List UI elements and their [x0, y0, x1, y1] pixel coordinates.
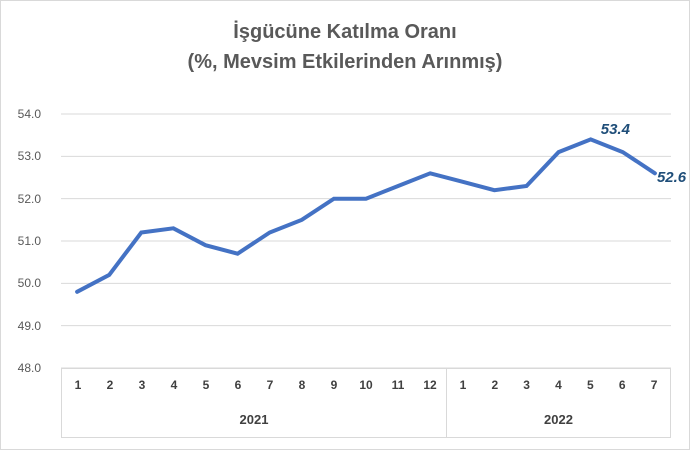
data-label: 52.6 — [656, 169, 687, 187]
y-axis-label: 50.0 — [17, 276, 41, 291]
data-line — [75, 137, 657, 294]
x-month-row: 1 2 3 4 5 6 7 — [447, 369, 670, 402]
x-month-label: 4 — [555, 378, 562, 393]
x-axis-group-2022: 1 2 3 4 5 6 7 2022 — [446, 369, 670, 437]
y-axis-label: 54.0 — [17, 107, 41, 121]
x-month-label: 5 — [202, 378, 210, 393]
x-year-label: 2021 — [239, 411, 269, 427]
x-month-label: 10 — [359, 378, 373, 393]
data-label: 53.4 — [600, 121, 630, 139]
x-month-row: 1 2 3 4 5 6 7 8 9 10 11 12 — [62, 369, 446, 402]
x-month-label: 3 — [523, 378, 530, 393]
x-month-label: 2 — [491, 378, 499, 393]
y-axis-label: 48.0 — [17, 361, 41, 375]
y-axis-label: 49.0 — [17, 318, 41, 333]
x-month-label: 2 — [106, 378, 114, 393]
x-month-label: 5 — [587, 378, 594, 393]
x-axis-group-2021: 1 2 3 4 5 6 7 8 9 10 11 12 2021 — [62, 369, 446, 437]
x-month-label: 1 — [74, 378, 82, 393]
x-month-label: 12 — [423, 378, 437, 393]
x-month-label: 6 — [618, 378, 626, 393]
chart-title-line1: İşgücüne Katılma Oranı — [233, 21, 457, 43]
x-month-label: 6 — [234, 378, 242, 393]
chart-title-line2: (%, Mevsim Etkilerinden Arınmış) — [187, 51, 503, 73]
x-month-label: 7 — [650, 378, 658, 393]
x-month-label: 8 — [298, 378, 306, 393]
x-axis: 1 2 3 4 5 6 7 8 9 10 11 12 2021 1 2 3 4 5 6 7 2022 — [61, 368, 671, 438]
y-axis-label: 53.0 — [17, 149, 41, 164]
x-month-label: 9 — [330, 378, 338, 393]
x-month-label: 1 — [459, 378, 467, 393]
x-month-label: 4 — [170, 378, 178, 393]
y-axis-label: 52.0 — [17, 191, 41, 206]
x-month-label: 11 — [391, 378, 405, 393]
y-axis-label: 51.0 — [17, 234, 41, 248]
x-year-label: 2022 — [544, 411, 573, 427]
x-month-label: 7 — [266, 378, 274, 393]
chart-title: İşgücüne Katılma Oranı (%, Mevsim Etkile… — [1, 17, 689, 77]
x-month-label: 3 — [138, 378, 146, 393]
